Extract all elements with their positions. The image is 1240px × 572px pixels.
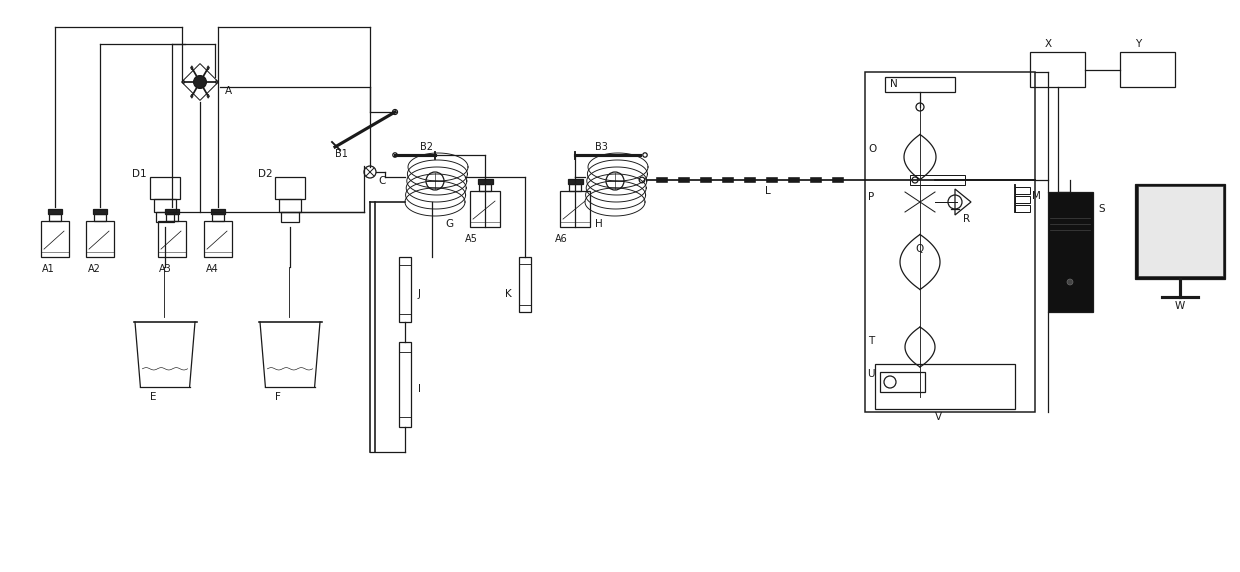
Bar xyxy=(880,372,925,392)
Text: B3: B3 xyxy=(595,142,608,152)
Bar xyxy=(211,209,224,213)
Bar xyxy=(154,199,176,212)
Bar xyxy=(1030,52,1085,87)
Text: B2: B2 xyxy=(420,142,433,152)
Bar xyxy=(1016,196,1030,203)
Text: A: A xyxy=(224,86,232,96)
Bar xyxy=(560,191,590,227)
Bar xyxy=(477,178,492,184)
Bar xyxy=(150,177,180,199)
Text: I: I xyxy=(418,384,422,394)
Bar xyxy=(875,364,1016,409)
Text: Q: Q xyxy=(915,244,924,254)
Text: J: J xyxy=(418,289,422,299)
Bar xyxy=(1016,187,1030,194)
Bar xyxy=(1048,192,1092,312)
Text: E: E xyxy=(150,392,156,402)
Bar xyxy=(568,178,583,184)
Text: K: K xyxy=(505,289,512,299)
Text: H: H xyxy=(595,219,603,229)
Bar xyxy=(157,221,186,257)
Bar xyxy=(279,199,301,212)
Text: B1: B1 xyxy=(335,149,348,159)
Bar xyxy=(48,209,62,213)
Bar xyxy=(41,221,69,257)
Bar xyxy=(479,184,491,191)
Text: D1: D1 xyxy=(131,169,146,179)
Bar xyxy=(885,77,955,92)
Text: Y: Y xyxy=(1135,39,1141,49)
Text: L: L xyxy=(765,186,771,196)
Bar xyxy=(1016,205,1030,212)
Bar xyxy=(156,212,174,222)
Text: D2: D2 xyxy=(258,169,273,179)
Text: S: S xyxy=(1097,204,1105,214)
Bar xyxy=(910,175,965,185)
Bar xyxy=(569,184,582,191)
Text: G: G xyxy=(445,219,453,229)
Bar xyxy=(1135,184,1225,279)
Circle shape xyxy=(1066,279,1073,285)
Text: X: X xyxy=(1045,39,1052,49)
Text: A2: A2 xyxy=(88,264,100,274)
Text: T: T xyxy=(868,336,874,346)
Bar xyxy=(205,221,232,257)
Bar xyxy=(275,177,305,199)
Bar xyxy=(520,257,531,312)
Text: U: U xyxy=(867,369,874,379)
Bar xyxy=(1120,52,1176,87)
Text: A6: A6 xyxy=(556,234,568,244)
Text: W: W xyxy=(1176,301,1185,311)
Bar xyxy=(50,213,61,221)
Bar xyxy=(399,257,410,322)
Text: C: C xyxy=(378,176,386,186)
Text: A5: A5 xyxy=(465,234,477,244)
Text: N: N xyxy=(890,79,898,89)
Bar xyxy=(93,209,107,213)
Text: P: P xyxy=(868,192,874,202)
Bar xyxy=(1137,186,1223,276)
Bar xyxy=(94,213,105,221)
Text: F: F xyxy=(275,392,281,402)
Bar xyxy=(86,221,114,257)
Text: V: V xyxy=(935,412,942,422)
Text: A3: A3 xyxy=(159,264,172,274)
Text: A4: A4 xyxy=(206,264,218,274)
Text: A1: A1 xyxy=(42,264,55,274)
Text: R: R xyxy=(963,214,970,224)
Bar xyxy=(470,191,500,227)
Bar xyxy=(866,72,1035,412)
Text: M: M xyxy=(1032,191,1040,201)
Bar xyxy=(399,342,410,427)
Bar xyxy=(212,213,224,221)
Bar xyxy=(281,212,299,222)
Bar xyxy=(166,213,177,221)
Bar xyxy=(165,209,179,213)
Circle shape xyxy=(193,76,206,89)
Text: O: O xyxy=(868,144,877,154)
